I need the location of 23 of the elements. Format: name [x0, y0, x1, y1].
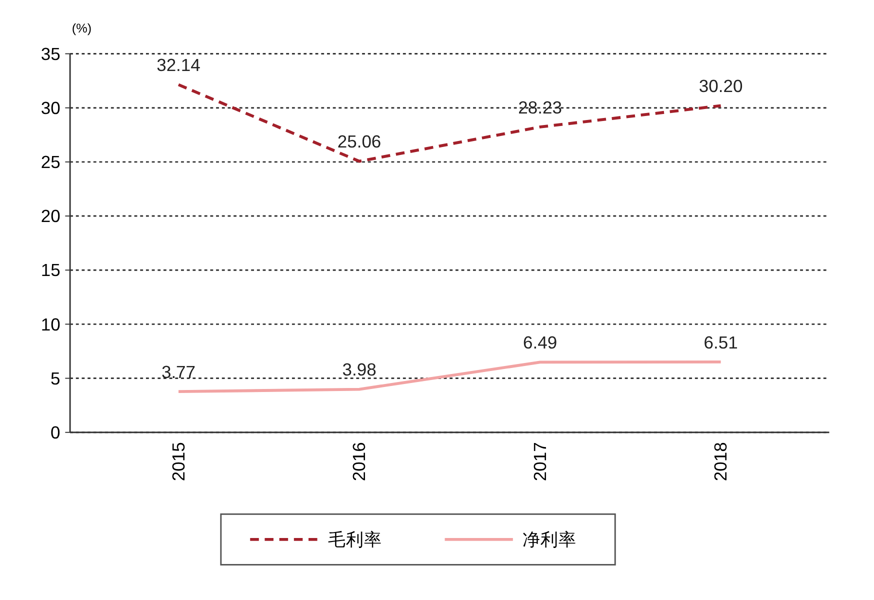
legend-label: 毛利率	[328, 530, 382, 551]
x-tick-label: 2018	[710, 442, 731, 482]
data-label: 32.14	[156, 55, 201, 76]
data-label: 3.77	[161, 362, 196, 382]
legend-label: 净利率	[522, 530, 577, 551]
y-axis-title: (%)	[72, 21, 92, 36]
y-tick-label: 0	[50, 422, 61, 443]
y-tick-label: 20	[40, 206, 61, 226]
x-tick-label: 2015	[168, 442, 188, 482]
y-tick-label: 10	[40, 314, 61, 334]
y-tick-label: 5	[50, 368, 60, 388]
y-tick-label: 25	[40, 152, 60, 172]
y-tick-label: 30	[40, 98, 61, 118]
data-label: 6.49	[522, 332, 558, 353]
x-tick-label: 2016	[349, 442, 370, 482]
x-tick-label: 2017	[530, 442, 550, 482]
data-label: 6.51	[704, 332, 738, 352]
data-label: 3.98	[342, 360, 376, 380]
data-label: 30.20	[698, 76, 743, 96]
data-label: 28.23	[518, 97, 562, 118]
y-tick-label: 15	[40, 260, 60, 280]
y-tick-label: 35	[40, 44, 60, 64]
data-label: 25.06	[337, 132, 382, 152]
